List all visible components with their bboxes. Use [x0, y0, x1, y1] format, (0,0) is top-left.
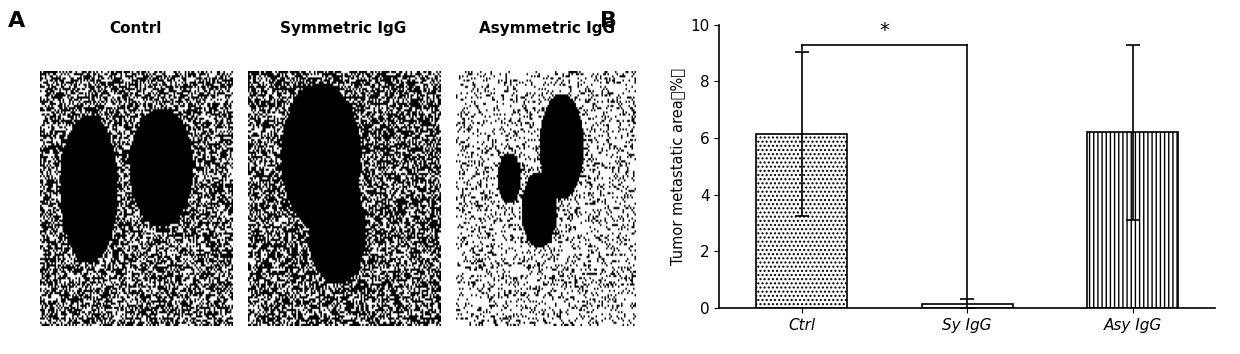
Bar: [1087, 132, 1178, 308]
Text: B: B: [600, 11, 618, 30]
Text: Asymmetric IgG: Asymmetric IgG: [479, 21, 615, 36]
Bar: [756, 134, 847, 308]
Text: *: *: [879, 21, 889, 40]
Y-axis label: Tumor metastatic area（%）: Tumor metastatic area（%）: [670, 68, 684, 265]
Bar: [921, 304, 1013, 308]
Text: Symmetric IgG: Symmetric IgG: [280, 21, 407, 36]
Text: Contrl: Contrl: [109, 21, 161, 36]
Text: A: A: [7, 11, 25, 30]
